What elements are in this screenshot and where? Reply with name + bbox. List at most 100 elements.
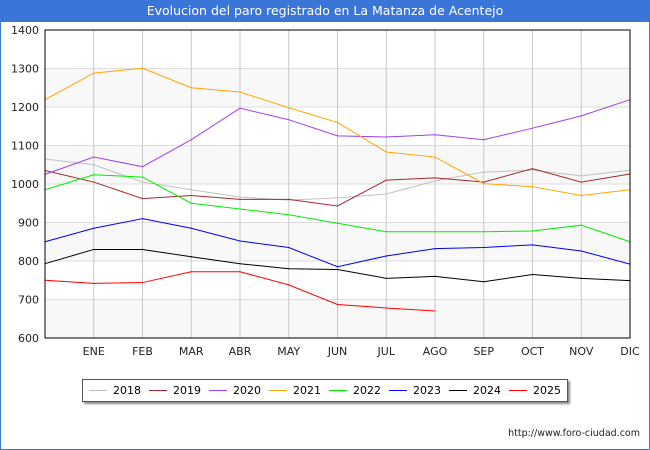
- data-point-2022: [385, 231, 387, 233]
- x-tick-label: MAY: [277, 345, 300, 358]
- legend-item-2018: 2018: [89, 384, 143, 397]
- data-point-2020: [434, 134, 436, 136]
- data-point-2019: [385, 179, 387, 181]
- data-point-2024: [531, 273, 534, 276]
- data-point-2022: [93, 174, 95, 176]
- data-point-2022: [141, 176, 144, 178]
- data-point-2019: [483, 181, 485, 183]
- legend-label: 2019: [173, 384, 201, 397]
- legend-swatch: [149, 389, 167, 392]
- data-point-2023: [93, 227, 95, 229]
- legend-swatch: [269, 389, 287, 392]
- data-point-2020: [93, 156, 95, 158]
- data-point-2019: [141, 198, 144, 200]
- data-point-2023: [434, 248, 436, 250]
- data-point-2023: [288, 246, 290, 249]
- data-point-2020: [483, 139, 485, 141]
- y-tick-label: 1300: [11, 63, 39, 76]
- data-point-2025: [288, 284, 290, 286]
- data-point-2018: [483, 171, 485, 173]
- data-point-2020: [141, 166, 144, 168]
- data-point-2021: [93, 72, 95, 74]
- legend-swatch: [389, 389, 407, 392]
- data-point-2021: [288, 107, 290, 109]
- data-point-2018: [434, 180, 436, 182]
- data-point-2023: [483, 246, 485, 249]
- data-point-2021: [385, 151, 387, 153]
- data-point-2019: [239, 198, 241, 200]
- x-tick-label: DIC: [620, 345, 640, 358]
- legend-swatch: [89, 389, 107, 392]
- y-tick-label: 700: [18, 294, 39, 307]
- legend-label: 2024: [473, 384, 501, 397]
- data-point-2022: [239, 208, 241, 210]
- legend-item-2025: 2025: [509, 384, 563, 397]
- x-tick-label: JUN: [327, 345, 348, 358]
- legend-label: 2025: [533, 384, 561, 397]
- source-url[interactable]: http://www.foro-ciudad.com: [508, 428, 640, 439]
- legend-item-2020: 2020: [209, 384, 263, 397]
- data-point-2019: [190, 194, 192, 197]
- x-tick-label: AGO: [423, 345, 448, 358]
- legend-label: 2021: [293, 384, 321, 397]
- legend-swatch: [209, 389, 227, 392]
- data-point-2020: [288, 119, 290, 121]
- data-point-2025: [336, 303, 339, 306]
- data-point-2023: [190, 227, 192, 229]
- x-tick-label: NOV: [569, 345, 594, 358]
- data-point-2020: [190, 139, 192, 141]
- y-tick-label: 1400: [11, 24, 39, 37]
- data-point-2025: [93, 282, 95, 284]
- data-point-2019: [434, 177, 436, 179]
- x-tick-label: FEB: [132, 345, 153, 358]
- legend-item-2023: 2023: [389, 384, 443, 397]
- data-point-2019: [336, 205, 339, 207]
- data-point-2022: [483, 231, 485, 233]
- y-tick-label: 900: [18, 217, 39, 230]
- legend-label: 2020: [233, 384, 261, 397]
- data-point-2018: [239, 196, 241, 198]
- data-point-2020: [239, 107, 241, 109]
- legend: 2018 2019 2020 2021 2022 2023 2024 2025: [82, 379, 568, 402]
- data-point-2022: [580, 224, 582, 226]
- data-point-2023: [580, 250, 582, 252]
- data-point-2024: [385, 277, 387, 279]
- data-point-2025: [434, 310, 436, 312]
- data-point-2023: [385, 255, 387, 257]
- data-point-2025: [141, 281, 144, 284]
- data-point-2023: [531, 244, 534, 246]
- data-point-2024: [336, 268, 339, 271]
- data-point-2022: [336, 222, 339, 224]
- data-point-2024: [580, 277, 582, 279]
- data-point-2020: [531, 127, 534, 129]
- y-tick-label: 800: [18, 255, 39, 268]
- data-point-2019: [531, 168, 534, 170]
- data-point-2018: [141, 181, 144, 183]
- data-point-2023: [239, 240, 241, 242]
- data-point-2020: [580, 115, 582, 117]
- x-tick-label: JUL: [377, 345, 396, 358]
- legend-label: 2023: [413, 384, 441, 397]
- y-tick-label: 1000: [11, 178, 39, 191]
- data-point-2019: [288, 198, 290, 200]
- y-tick-label: 1200: [11, 101, 39, 114]
- data-point-2021: [434, 156, 436, 158]
- data-point-2023: [141, 218, 144, 220]
- x-tick-label: SEP: [473, 345, 494, 358]
- data-point-2021: [580, 194, 582, 197]
- data-point-2024: [483, 281, 485, 283]
- legend-label: 2018: [113, 384, 141, 397]
- data-point-2020: [385, 136, 387, 138]
- data-point-2019: [93, 181, 95, 183]
- data-point-2024: [141, 248, 144, 251]
- x-tick-label: ENE: [83, 345, 105, 358]
- chart-title: Evolucion del paro registrado en La Mata…: [0, 0, 650, 22]
- data-point-2021: [239, 91, 241, 93]
- data-point-2021: [483, 183, 485, 185]
- data-point-2024: [288, 268, 290, 270]
- data-point-2025: [190, 271, 192, 273]
- data-point-2022: [531, 230, 534, 232]
- data-point-2021: [141, 67, 144, 69]
- legend-item-2024: 2024: [449, 384, 503, 397]
